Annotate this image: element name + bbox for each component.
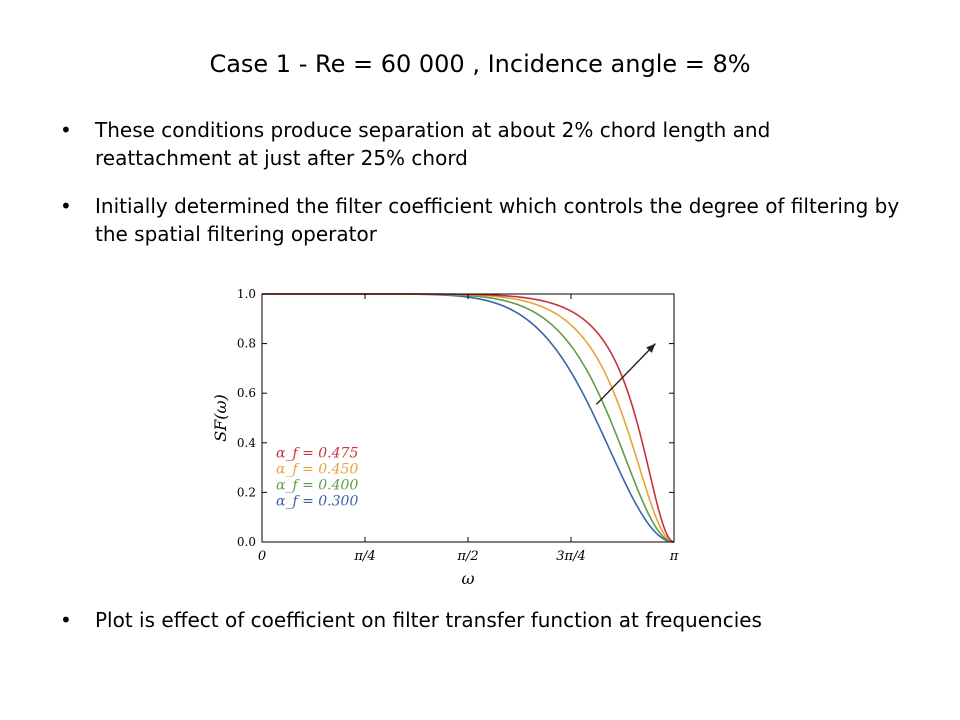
x-tick-label: 0 xyxy=(258,549,266,564)
y-axis-label: SF(ω) xyxy=(211,394,230,442)
slide-title: Case 1 - Re = 60 000 , Incidence angle =… xyxy=(209,50,751,78)
bullet-text: These conditions produce separation at a… xyxy=(95,118,771,170)
filter-transfer-chart: 0 π/4 π/2 3π/4 π 0.0 0.2 0.4 0.6 0.8 1.0 ω SF(ω) α_f … xyxy=(211,287,679,588)
x-tick-label: 3π/4 xyxy=(556,549,585,564)
bullet-text: Initially determined the filter coeffici… xyxy=(95,194,900,246)
y-tick-label: 1.0 xyxy=(237,287,256,301)
x-tick-label: π xyxy=(669,549,679,564)
legend-entry: α_f = 0.450 xyxy=(276,462,358,478)
legend-entry: α_f = 0.300 xyxy=(276,494,358,510)
y-tick-label: 0.2 xyxy=(237,485,256,499)
bullet-plot-description: • Plot is effect of coefficient on filte… xyxy=(60,606,900,634)
y-tick-label: 0.6 xyxy=(237,386,256,400)
y-tick-label: 0.8 xyxy=(237,337,256,351)
x-axis-label: ω xyxy=(461,569,474,588)
trend-arrow-head xyxy=(646,343,656,353)
x-tick-label: π/4 xyxy=(353,549,375,564)
bullet-filter-coefficient: • Initially determined the filter coeffi… xyxy=(60,192,900,248)
legend-entry: α_f = 0.400 xyxy=(276,478,358,494)
legend-entry: α_f = 0.475 xyxy=(276,446,358,462)
bullet-dot: • xyxy=(60,118,72,142)
bullet-text: Plot is effect of coefficient on filter … xyxy=(95,608,762,632)
bullet-dot: • xyxy=(60,608,72,632)
bullet-separation: • These conditions produce separation at… xyxy=(60,116,900,172)
y-tick-label: 0.0 xyxy=(237,535,256,549)
y-tick-label: 0.4 xyxy=(237,436,256,450)
trend-arrow-line xyxy=(595,343,656,405)
bullet-dot: • xyxy=(60,194,72,218)
x-tick-label: π/2 xyxy=(456,549,478,564)
